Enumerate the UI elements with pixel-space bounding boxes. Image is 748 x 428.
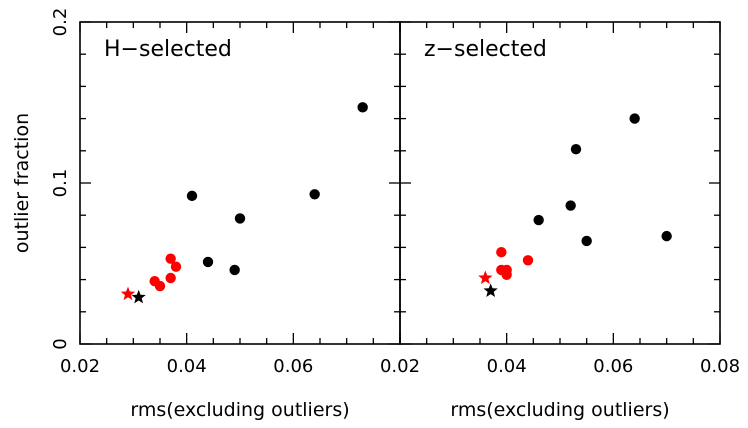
panel-right: 0.02 0.04 0.06 0.08 rms(excluding outliers) z… <box>380 21 740 421</box>
x-tick-label: 0.06 <box>273 356 313 377</box>
panel-left: 0.02 0.04 0.06 0 0.1 0.2 rms(excluding outlier… <box>11 8 401 421</box>
data-point <box>229 264 240 276</box>
plot-frame <box>399 21 721 345</box>
x-tick-label: 0.08 <box>700 356 740 377</box>
data-point <box>234 213 246 224</box>
data-point <box>357 102 368 113</box>
y-axis-label: outlier fraction <box>11 113 33 253</box>
x-tick-label: 0.04 <box>487 356 527 377</box>
data-point <box>661 230 672 242</box>
data-point-star <box>483 283 498 297</box>
x-tick-label: 0.02 <box>380 356 420 377</box>
y-tick-label: 0 <box>50 338 71 349</box>
data-point <box>570 143 582 155</box>
data-point <box>533 214 544 226</box>
x-tick-label: 0.06 <box>593 356 633 377</box>
data-point <box>165 253 176 264</box>
plot-layer: 0.02 0.04 0.06 0 0.1 0.2 rms(excluding outlier… <box>11 8 740 421</box>
data-point <box>165 272 176 284</box>
data-point <box>496 247 507 258</box>
x-tick-label: 0.04 <box>167 356 207 377</box>
data-point <box>629 113 640 124</box>
data-point-star <box>120 286 136 301</box>
data-point <box>170 261 182 272</box>
data-point-star <box>131 289 146 304</box>
y-tick-label: 0.1 <box>50 169 71 198</box>
data-point <box>202 256 214 268</box>
data-point <box>581 235 592 247</box>
data-point-star <box>478 270 493 285</box>
y-tick-label: 0.2 <box>50 8 71 37</box>
data-point <box>154 280 166 292</box>
data-point <box>565 200 576 211</box>
data-point <box>309 189 320 200</box>
x-axis-label: rms(excluding outliers) <box>450 399 669 421</box>
data-point <box>186 190 198 202</box>
data-point <box>522 255 534 266</box>
panel-title: H−selected <box>104 37 232 62</box>
data-point <box>501 269 512 280</box>
x-axis-label: rms(excluding outliers) <box>130 399 349 421</box>
x-tick-label: 0.02 <box>60 356 100 377</box>
panel-title: z−selected <box>424 37 547 62</box>
